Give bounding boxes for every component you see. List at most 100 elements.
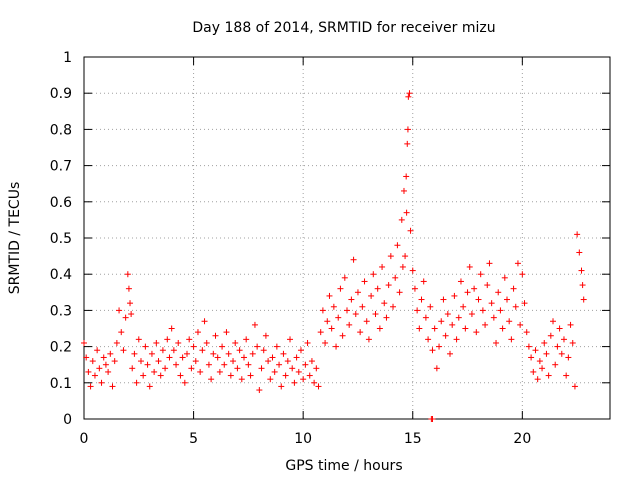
data-point xyxy=(460,303,467,310)
data-point xyxy=(313,365,320,372)
data-point xyxy=(249,350,256,357)
x-tick-label: 15 xyxy=(404,431,422,447)
gridlines xyxy=(84,57,610,419)
data-point xyxy=(563,372,570,379)
data-point xyxy=(128,311,135,318)
data-point xyxy=(181,379,188,386)
data-point xyxy=(317,329,324,336)
data-point xyxy=(234,365,241,372)
data-point xyxy=(293,354,300,361)
data-point xyxy=(230,358,237,365)
data-point xyxy=(322,339,329,346)
data-point xyxy=(381,300,388,307)
data-point xyxy=(405,93,412,100)
data-point xyxy=(506,318,513,325)
data-point xyxy=(319,307,326,314)
data-point xyxy=(295,368,302,375)
y-tick-label: 0.9 xyxy=(50,86,72,102)
data-point xyxy=(186,336,193,343)
data-point xyxy=(205,361,212,368)
data-point xyxy=(96,365,103,372)
data-point xyxy=(151,368,158,375)
data-point xyxy=(125,285,132,292)
data-point xyxy=(308,358,315,365)
y-tick-label: 1 xyxy=(63,50,72,66)
data-point xyxy=(240,354,247,361)
data-point xyxy=(534,376,541,383)
data-point xyxy=(339,332,346,339)
data-point xyxy=(157,372,164,379)
data-point xyxy=(574,231,581,238)
y-tick-label: 0.8 xyxy=(50,122,72,138)
data-point xyxy=(402,253,409,260)
data-point xyxy=(153,339,160,346)
data-point xyxy=(269,354,276,361)
data-point xyxy=(118,329,125,336)
data-point xyxy=(411,285,418,292)
data-point xyxy=(370,271,377,278)
data-point xyxy=(304,339,311,346)
data-point xyxy=(488,300,495,307)
data-point xyxy=(324,318,331,325)
data-point xyxy=(383,314,390,321)
data-point xyxy=(111,358,118,365)
data-point xyxy=(440,296,447,303)
data-point xyxy=(457,278,464,285)
data-point xyxy=(287,336,294,343)
data-point xyxy=(326,292,333,299)
data-point xyxy=(490,314,497,321)
data-point xyxy=(225,350,232,357)
data-point xyxy=(503,296,510,303)
data-point xyxy=(140,372,147,379)
y-axis-title: SRMTID / TECUs xyxy=(7,182,23,295)
data-point xyxy=(306,372,313,379)
data-point xyxy=(508,336,515,343)
data-point xyxy=(403,173,410,180)
data-point xyxy=(429,347,436,354)
data-point xyxy=(530,368,537,375)
data-point xyxy=(333,343,340,350)
data-point xyxy=(425,336,432,343)
data-point xyxy=(284,358,291,365)
data-point xyxy=(194,329,201,336)
data-point xyxy=(552,361,559,368)
data-point xyxy=(453,336,460,343)
data-point xyxy=(131,350,138,357)
plot-frame xyxy=(83,56,611,420)
data-point xyxy=(247,372,254,379)
data-point xyxy=(188,365,195,372)
data-point xyxy=(475,296,482,303)
data-point xyxy=(100,354,107,361)
data-point xyxy=(414,307,421,314)
data-point xyxy=(372,311,379,318)
data-point xyxy=(273,343,280,350)
data-point xyxy=(328,325,335,332)
data-point xyxy=(354,289,361,296)
data-point xyxy=(399,263,406,270)
data-point xyxy=(192,358,199,365)
data-point xyxy=(464,289,471,296)
data-point xyxy=(344,307,350,314)
data-point xyxy=(184,350,191,357)
data-point xyxy=(245,361,252,368)
data-point xyxy=(98,379,105,386)
data-point xyxy=(486,260,493,267)
data-point xyxy=(223,329,230,336)
x-tick-label: 0 xyxy=(80,431,89,447)
data-point xyxy=(477,271,484,278)
data-point xyxy=(155,358,162,365)
data-point xyxy=(236,347,243,354)
data-point xyxy=(91,372,98,379)
y-tick-label: 0.6 xyxy=(50,195,72,211)
data-point xyxy=(444,311,451,318)
data-point xyxy=(519,271,526,278)
data-point xyxy=(175,339,182,346)
data-point xyxy=(416,325,423,332)
data-point xyxy=(227,372,234,379)
x-tick-label: 20 xyxy=(513,431,531,447)
data-point xyxy=(212,332,219,339)
data-point xyxy=(387,253,394,260)
data-point xyxy=(523,329,530,336)
data-point xyxy=(260,347,267,354)
data-point xyxy=(418,296,425,303)
